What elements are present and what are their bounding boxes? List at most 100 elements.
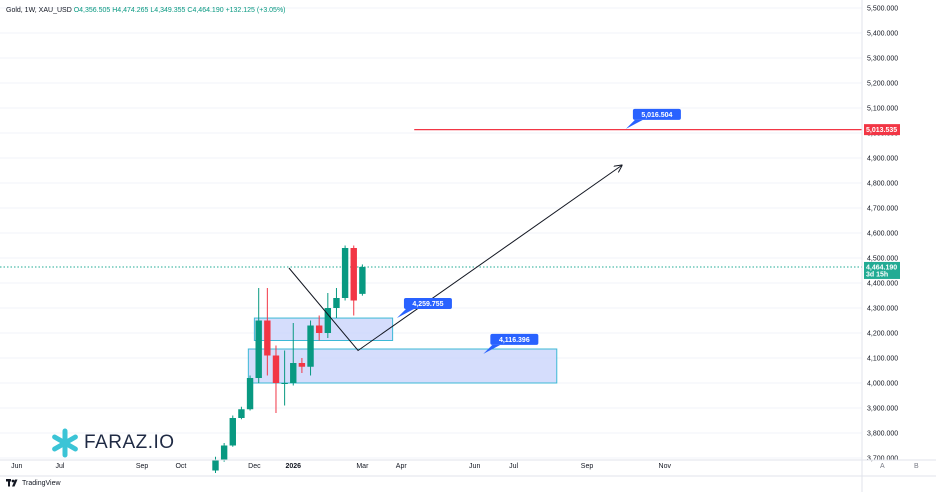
candle-body (350, 248, 357, 301)
candles (212, 245, 366, 473)
candle[interactable] (359, 264, 366, 296)
last-price-tag-price: 4,464.190 (866, 264, 897, 271)
target-price-tag: 5,013.535 (864, 124, 900, 136)
candle[interactable] (246, 375, 254, 411)
candle-body (290, 363, 297, 383)
candle-body (264, 320, 271, 356)
candle[interactable] (264, 288, 271, 376)
projection-arrow[interactable] (288, 166, 622, 352)
demand-zone[interactable] (253, 317, 394, 341)
candle-body (333, 298, 340, 308)
price-tick-label: 4,100.000 (867, 356, 898, 363)
callout-pointer (396, 309, 414, 319)
callout-pointer (483, 344, 501, 354)
price-tick-label: 3,700.000 (867, 456, 898, 463)
price-tick-label: 4,900.000 (867, 156, 898, 163)
grid (0, 7, 862, 459)
time-axis: Jun Jul Sep Oct Dec 2026 Mar Apr Jun Jul Sep Nov (0, 459, 936, 477)
legend-change: +132.125 (+3.05%) (225, 7, 286, 14)
log-scale-label: B (914, 463, 919, 470)
candle[interactable] (333, 288, 340, 318)
candle-body (272, 355, 280, 383)
candle-body (315, 325, 323, 333)
price-tick-label: 4,400.000 (867, 281, 898, 288)
price-tick-label: 4,500.000 (867, 256, 898, 263)
candle-body (255, 320, 262, 378)
legend-symbol: Gold, 1W, XAU_USD (6, 7, 72, 14)
price-tick-label: 4,300.000 (867, 306, 898, 313)
candle-body (246, 378, 254, 410)
price-tick-label: 3,900.000 (867, 406, 898, 413)
tradingview-footer[interactable]: TradingView (6, 479, 61, 487)
legend-low: L4,349.355 (150, 7, 186, 14)
auto-scale-button[interactable]: A (880, 463, 885, 470)
candle[interactable] (315, 315, 323, 341)
price-callout[interactable]: 5,016.504 (625, 108, 681, 129)
candle-body (238, 409, 245, 418)
symbol-legend[interactable]: Gold, 1W, XAU_USD O4,356.505 H4,474.265 … (6, 7, 286, 14)
legend-close: C4,464.190 (187, 7, 224, 14)
price-tick-label: 3,800.000 (867, 431, 898, 438)
candle[interactable] (324, 293, 332, 338)
callout-box (403, 298, 452, 310)
time-tick-label: Sep (136, 463, 149, 470)
candle[interactable] (298, 358, 306, 373)
candle[interactable] (307, 320, 314, 376)
callout-label: 4,259.755 (412, 301, 443, 308)
last-price-tag-box (864, 261, 900, 279)
candle[interactable] (281, 350, 288, 406)
candle[interactable] (341, 245, 349, 301)
candle-body (281, 383, 288, 384)
price-callout[interactable]: 4,259.755 (396, 298, 452, 319)
price-axis: 3,700.000 3,800.000 3,900.000 4,000.000 4,10… (861, 0, 898, 492)
callout-pointer (625, 119, 643, 129)
candle-body (229, 418, 236, 446)
time-tick-label: Jul (509, 463, 518, 470)
callout-box (632, 108, 681, 120)
price-tick-label: 5,200.000 (867, 81, 898, 88)
callout-box (490, 333, 539, 345)
price-tick-label: 4,600.000 (867, 231, 898, 238)
candle[interactable] (290, 323, 297, 386)
candle[interactable] (212, 456, 219, 473)
price-tick-label: 4,800.000 (867, 181, 898, 188)
asterisk-icon (52, 428, 78, 458)
time-tick-label: Jul (56, 463, 65, 470)
price-tick-label: 5,500.000 (867, 6, 898, 13)
legend-high: H4,474.265 (112, 7, 149, 14)
candle[interactable] (229, 415, 236, 447)
last-price-tag-countdown: 3d 15h (866, 271, 888, 278)
callout-label: 4,116.396 (499, 337, 530, 344)
price-tick-label: 4,700.000 (867, 206, 898, 213)
target-tag-box (864, 124, 900, 136)
projection (288, 166, 622, 352)
time-tick-label: Sep (581, 463, 594, 470)
time-tick-label: Dec (248, 463, 261, 470)
callouts: 5,016.504 4,259.755 4,116.396 (396, 108, 681, 354)
price-tick-label: 4,000.000 (867, 381, 898, 388)
price-tick-label: 4,200.000 (867, 331, 898, 338)
candle-body (220, 445, 228, 461)
candle[interactable] (350, 245, 357, 316)
brand-logo: FARAZ.IO (50, 428, 175, 458)
price-tick-label: 5,400.000 (867, 31, 898, 38)
price-tick-label: 5,100.000 (867, 106, 898, 113)
time-tick-label: Oct (175, 463, 186, 470)
candle-body (359, 266, 366, 294)
price-callout[interactable]: 4,116.396 (483, 333, 539, 354)
legend-open: O4,356.505 (73, 7, 111, 14)
candle-body (212, 460, 219, 471)
candle-body (324, 308, 332, 333)
candle[interactable] (255, 288, 262, 383)
candle[interactable] (272, 345, 280, 414)
time-tick-label: Nov (659, 463, 672, 470)
price-tick-label: 5,300.000 (867, 56, 898, 63)
log-scale-button[interactable]: B (914, 463, 919, 470)
candle[interactable] (220, 443, 228, 462)
time-tick-label: Jun (11, 463, 22, 470)
candle-body (341, 248, 349, 298)
candle[interactable] (238, 406, 245, 420)
